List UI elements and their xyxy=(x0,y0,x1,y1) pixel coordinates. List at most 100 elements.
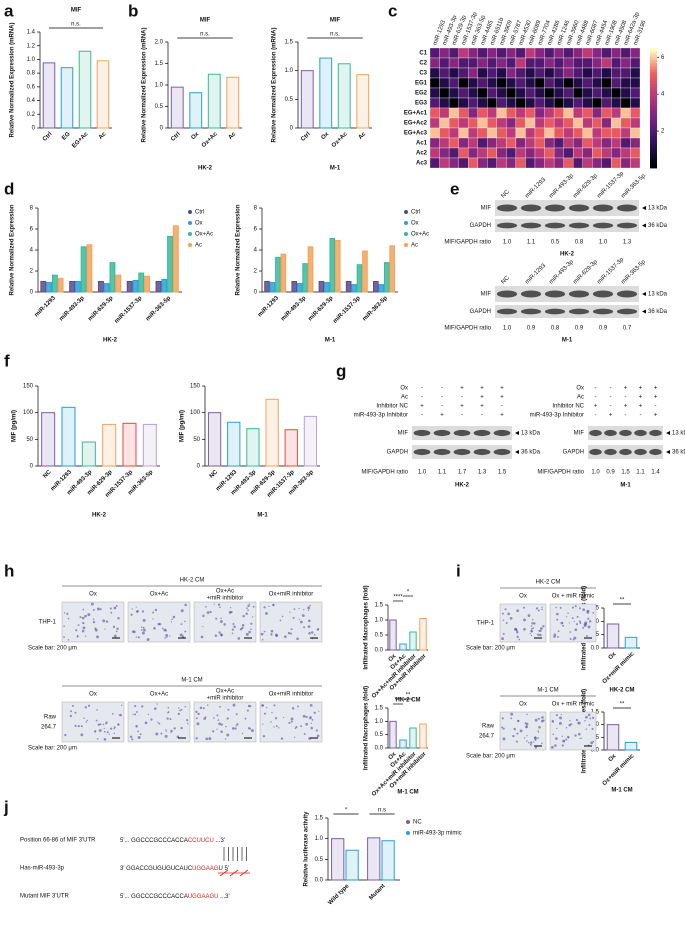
cell-dot xyxy=(102,723,105,726)
heat-cell xyxy=(477,57,488,69)
image-column-label: Ox+Ac xyxy=(216,689,234,695)
cell-dot xyxy=(310,716,312,718)
heat-cell xyxy=(458,67,469,79)
cell-dot xyxy=(568,622,570,624)
ratio-value: 1.1 xyxy=(438,470,447,476)
cell-dot xyxy=(113,634,117,638)
significance-label: * xyxy=(345,808,348,814)
cell-dot xyxy=(562,739,566,743)
cell-dot xyxy=(590,741,594,745)
cell-dot xyxy=(251,616,254,618)
cell-dot xyxy=(519,729,523,733)
condition-sign: - xyxy=(501,404,503,410)
cell-dot xyxy=(214,634,218,638)
cell-dot xyxy=(98,729,102,732)
bar xyxy=(102,423,117,467)
cell-dot xyxy=(271,711,273,714)
heat-cell xyxy=(448,107,459,119)
y-tick-label: 8 xyxy=(254,206,258,212)
heat-cell xyxy=(563,47,574,59)
heat-cell xyxy=(458,157,469,169)
cell-dot xyxy=(74,724,77,727)
legend-label: Ctrl xyxy=(195,210,204,216)
cell-dot xyxy=(64,733,67,737)
y-tick-label: 0.6 xyxy=(27,84,36,90)
blot-row-label: MIF xyxy=(574,431,585,437)
y-tick-label: 1.5 xyxy=(375,603,384,609)
cell-dot xyxy=(99,608,102,611)
cell-dot xyxy=(220,634,223,637)
size-label: 36 kDa xyxy=(521,450,541,456)
cell-dot xyxy=(526,740,528,742)
heat-cell xyxy=(553,137,564,149)
legend-marker xyxy=(188,232,192,236)
colorbar-step xyxy=(650,114,657,118)
blot-band xyxy=(496,222,518,229)
heat-cell xyxy=(544,87,555,99)
x-tick-label: Ox xyxy=(320,131,330,141)
cell-dot xyxy=(169,718,172,721)
cell-dot xyxy=(283,716,285,719)
cell-dot xyxy=(180,623,183,626)
row-label: EG+Ac2 xyxy=(404,121,428,127)
heat-cell xyxy=(458,147,469,159)
heat-cell xyxy=(515,107,526,119)
cell-dot xyxy=(501,726,504,729)
bar xyxy=(86,244,93,293)
cell-dot xyxy=(77,624,80,627)
cell-dot xyxy=(181,635,185,638)
panel-label: b xyxy=(128,1,138,20)
x-tick-label: Ctrl xyxy=(170,131,182,143)
ratio-value: 1.0 xyxy=(599,240,608,246)
cell-dot xyxy=(195,717,198,720)
condition-sign: + xyxy=(460,386,464,392)
bar xyxy=(227,421,241,467)
heat-cell xyxy=(630,57,641,69)
cell-dot xyxy=(135,610,139,613)
cell-dot xyxy=(99,723,102,726)
cell-dot xyxy=(170,621,173,623)
size-label: 13 kDa xyxy=(672,431,685,437)
condition-sign: - xyxy=(421,413,423,419)
cell-dot xyxy=(202,707,205,710)
cell-dot xyxy=(566,735,570,739)
condition-sign: - xyxy=(481,413,483,419)
heat-cell xyxy=(525,97,536,109)
panel-label: g xyxy=(336,361,346,380)
heat-cell xyxy=(496,77,507,89)
size-label: 13 kDa xyxy=(521,431,541,437)
heat-cell xyxy=(553,97,564,109)
cell-dot xyxy=(252,605,255,608)
cell-dot xyxy=(537,609,540,612)
heat-cell xyxy=(630,107,641,119)
cell-dot xyxy=(270,633,273,636)
ratio-value: 1.0 xyxy=(418,470,427,476)
heat-cell xyxy=(506,117,517,129)
heat-cell xyxy=(477,157,488,169)
lane-label: miR-363-5p xyxy=(620,173,647,200)
cell-dot xyxy=(158,722,161,725)
panel-label: a xyxy=(4,1,14,20)
y-tick-label: 4 xyxy=(254,248,258,254)
blot-band xyxy=(619,429,632,437)
x-tick-label: NC xyxy=(209,469,220,480)
heat-cell xyxy=(573,47,583,59)
heat-cell xyxy=(592,57,602,69)
blot-band xyxy=(413,448,431,456)
blot-band xyxy=(496,290,518,298)
cell-dot xyxy=(575,623,578,626)
cell-dot xyxy=(235,713,238,716)
cell-dot xyxy=(157,721,159,723)
condition-sign: + xyxy=(440,413,444,419)
y-tick-label: 0.5 xyxy=(375,633,384,639)
cell-dot xyxy=(167,711,169,714)
y-tick-label: 150 xyxy=(190,384,201,390)
heat-cell xyxy=(582,97,593,109)
heat-cell xyxy=(515,67,526,79)
cell-dot xyxy=(273,704,276,707)
heat-cell xyxy=(534,87,545,99)
cell-dot xyxy=(141,705,144,708)
heat-cell xyxy=(477,47,488,59)
cell-dot xyxy=(310,631,314,634)
cell-dot xyxy=(81,616,85,620)
